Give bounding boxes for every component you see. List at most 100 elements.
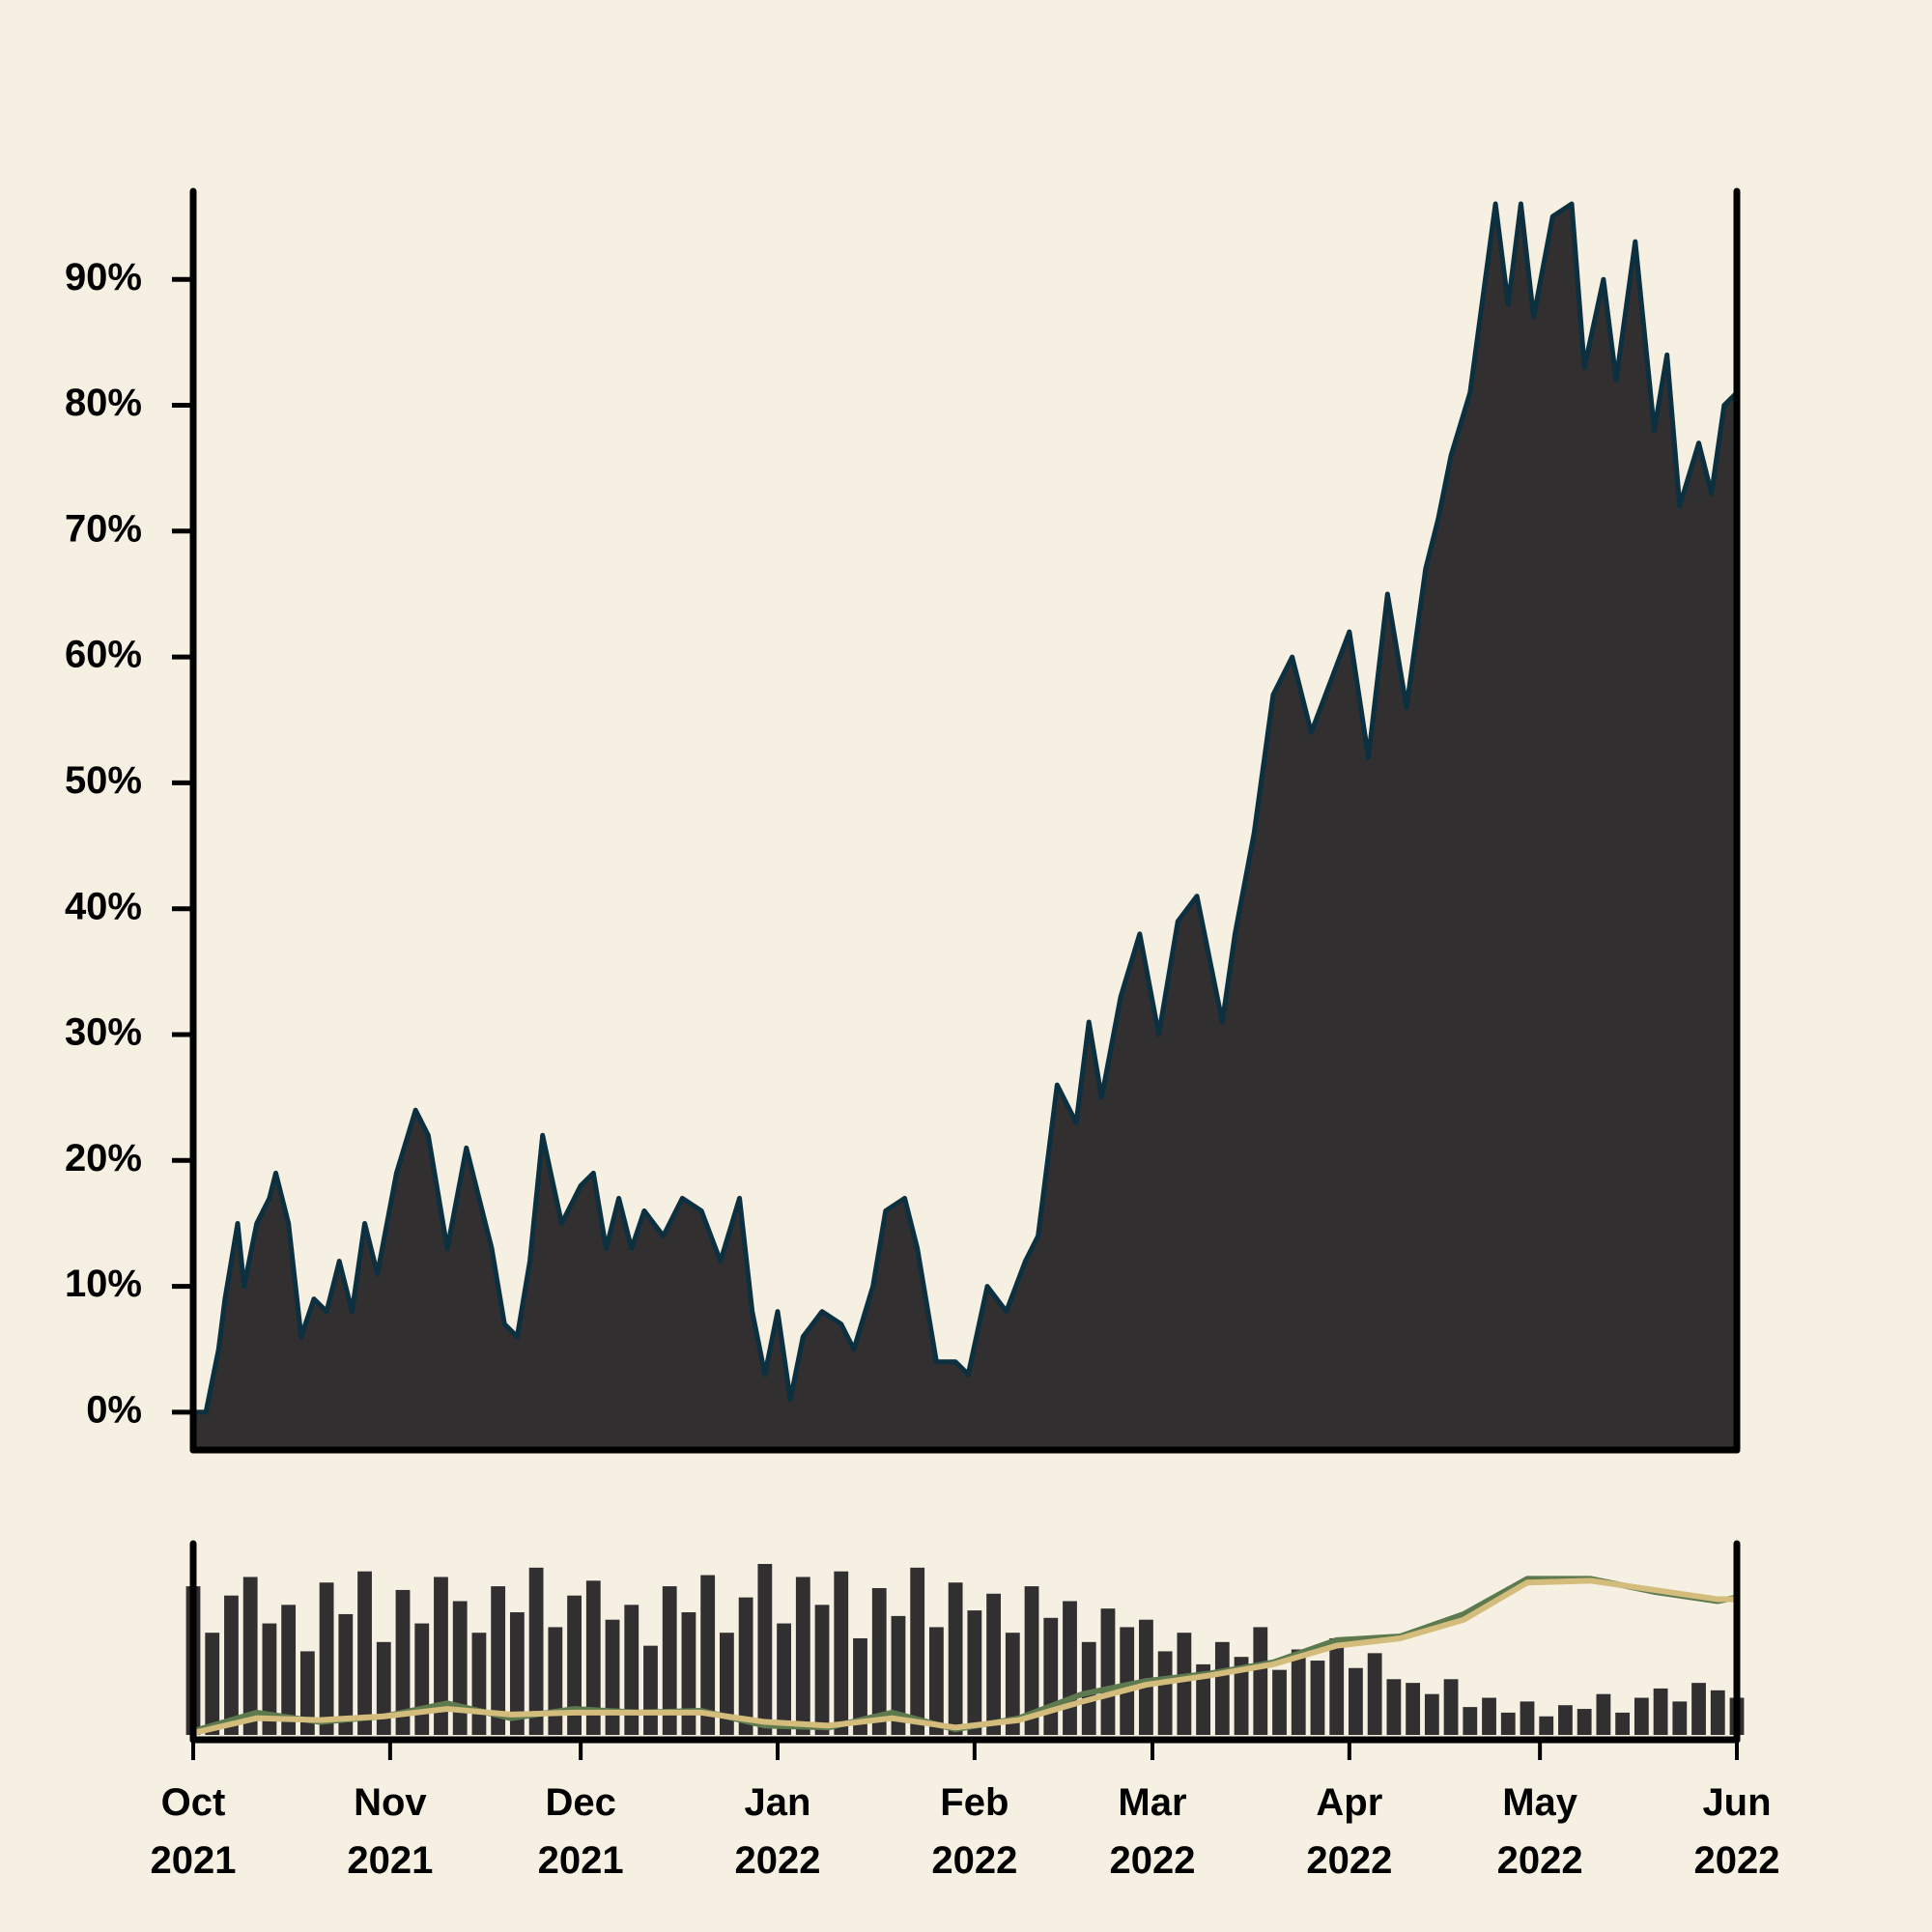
bar <box>528 1567 544 1735</box>
bar <box>1424 1693 1439 1735</box>
bar <box>434 1577 448 1735</box>
bar <box>871 1588 887 1735</box>
bar <box>357 1571 372 1735</box>
bar <box>585 1580 601 1735</box>
plot <box>185 201 1745 1737</box>
x-tick-label: Jan 2022 <box>734 1781 821 1882</box>
bar <box>1634 1697 1649 1735</box>
bar <box>1539 1716 1554 1735</box>
bar <box>1214 1641 1230 1735</box>
y-tick-label: 60% <box>65 634 142 676</box>
bar <box>1043 1617 1059 1735</box>
bar <box>1482 1697 1496 1735</box>
y-tick-label: 40% <box>65 885 142 927</box>
bar <box>757 1564 773 1735</box>
bar <box>1558 1705 1573 1735</box>
y-tick-label: 30% <box>65 1011 142 1054</box>
bar <box>1063 1601 1077 1735</box>
bar <box>1406 1683 1421 1735</box>
y-tick-label: 50% <box>65 759 142 802</box>
bar <box>814 1605 830 1735</box>
bar <box>281 1605 297 1735</box>
bar <box>1367 1653 1382 1735</box>
x-tick-label: Nov 2021 <box>347 1781 434 1882</box>
bar <box>376 1641 391 1735</box>
bar <box>299 1651 315 1735</box>
bar <box>224 1595 239 1735</box>
bar <box>1291 1649 1306 1735</box>
bar <box>1386 1679 1402 1735</box>
bar <box>205 1633 220 1735</box>
x-tick-label: Feb 2022 <box>931 1781 1018 1882</box>
x-tick-label: Oct 2021 <box>150 1781 237 1882</box>
bar <box>738 1597 753 1735</box>
y-tick-label: 20% <box>65 1137 142 1179</box>
bar <box>1349 1667 1363 1735</box>
y-tick-label: 70% <box>65 507 142 550</box>
y-tick-label: 90% <box>65 256 142 298</box>
bar <box>853 1637 867 1735</box>
bar <box>795 1577 810 1735</box>
bar <box>1024 1586 1039 1735</box>
bar <box>1005 1633 1020 1735</box>
bar <box>1120 1627 1135 1735</box>
bar <box>1329 1637 1345 1735</box>
bar <box>624 1605 639 1735</box>
bar <box>1100 1608 1116 1735</box>
x-tick-label: Mar 2022 <box>1109 1781 1196 1882</box>
bar <box>1310 1661 1325 1735</box>
y-tick-label: 0% <box>86 1388 142 1431</box>
bar <box>509 1612 525 1735</box>
bar <box>1672 1701 1688 1735</box>
bar <box>1691 1683 1706 1735</box>
x-tick-label: May 2022 <box>1496 1781 1583 1882</box>
bar <box>700 1575 716 1735</box>
bar <box>834 1571 849 1735</box>
x-tick-label: Dec 2021 <box>537 1781 624 1882</box>
bar <box>1253 1627 1268 1735</box>
bar <box>929 1627 944 1735</box>
bar <box>662 1586 677 1735</box>
x-tick-label: Jun 2022 <box>1693 1781 1780 1882</box>
trend-line <box>192 1577 1737 1737</box>
bar <box>1272 1669 1287 1735</box>
y-tick-label: 10% <box>65 1263 142 1305</box>
bar <box>1520 1701 1535 1735</box>
bar <box>548 1627 563 1735</box>
bar <box>242 1577 258 1735</box>
area <box>193 204 1737 1450</box>
bar <box>319 1582 334 1735</box>
bar <box>452 1601 468 1735</box>
bar <box>891 1615 906 1735</box>
bar <box>643 1645 658 1735</box>
bar <box>395 1589 411 1735</box>
bar <box>262 1623 277 1735</box>
bar <box>605 1619 620 1735</box>
bar <box>986 1593 1001 1735</box>
bar <box>491 1586 506 1735</box>
bar <box>1139 1619 1153 1735</box>
bar <box>1710 1690 1725 1735</box>
bar <box>681 1612 696 1735</box>
bar <box>1463 1707 1478 1735</box>
bar <box>1081 1641 1096 1735</box>
bar <box>1157 1651 1173 1735</box>
bar <box>1177 1633 1192 1735</box>
bar <box>967 1610 982 1735</box>
bar <box>777 1623 791 1735</box>
bar <box>910 1567 925 1735</box>
bar <box>948 1582 963 1735</box>
bar <box>338 1613 354 1735</box>
bar <box>471 1633 487 1735</box>
bar <box>719 1633 734 1735</box>
bar <box>414 1623 430 1735</box>
bar <box>1615 1712 1631 1735</box>
bar <box>1577 1709 1592 1735</box>
bar <box>1500 1712 1516 1735</box>
y-tick-label: 80% <box>65 382 142 424</box>
bar <box>1234 1657 1249 1735</box>
x-tick-label: Apr 2022 <box>1306 1781 1393 1882</box>
bar <box>1443 1679 1459 1735</box>
